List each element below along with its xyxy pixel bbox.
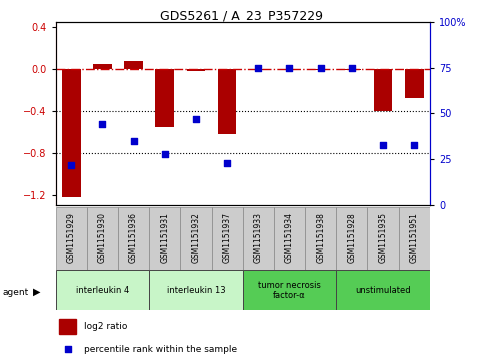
Point xyxy=(192,116,200,122)
Text: GSM1151933: GSM1151933 xyxy=(254,212,263,263)
Bar xyxy=(180,207,212,270)
Point xyxy=(67,162,75,168)
Bar xyxy=(218,69,237,134)
Bar xyxy=(118,207,149,270)
Point xyxy=(255,65,262,70)
Text: log2 ratio: log2 ratio xyxy=(84,322,127,331)
Point xyxy=(411,142,418,147)
Bar xyxy=(149,207,180,270)
Text: GSM1151935: GSM1151935 xyxy=(379,212,387,263)
Bar xyxy=(280,69,299,70)
Text: GSM1151938: GSM1151938 xyxy=(316,212,325,263)
Point xyxy=(161,151,169,157)
Bar xyxy=(274,207,305,270)
Text: GSM1151930: GSM1151930 xyxy=(98,212,107,263)
Text: GSM1151931: GSM1151931 xyxy=(160,212,169,263)
Point xyxy=(379,142,387,147)
Text: GSM1151929: GSM1151929 xyxy=(67,212,76,263)
Bar xyxy=(342,69,361,70)
Bar xyxy=(374,69,392,111)
Bar xyxy=(212,207,242,270)
Point xyxy=(64,346,72,352)
Bar xyxy=(186,69,205,71)
Bar xyxy=(59,319,76,334)
Bar xyxy=(405,69,424,98)
Text: GSM1151928: GSM1151928 xyxy=(347,212,356,263)
Bar xyxy=(62,69,81,197)
Text: GSM1151936: GSM1151936 xyxy=(129,212,138,263)
Bar xyxy=(336,207,368,270)
Bar xyxy=(149,270,242,310)
Text: ▶: ▶ xyxy=(33,287,41,297)
Text: GDS5261 / A_23_P357229: GDS5261 / A_23_P357229 xyxy=(160,9,323,22)
Bar xyxy=(93,64,112,69)
Bar xyxy=(156,69,174,127)
Point xyxy=(223,160,231,166)
Bar xyxy=(336,270,430,310)
Text: GSM1151932: GSM1151932 xyxy=(191,212,200,263)
Point xyxy=(99,122,106,127)
Bar xyxy=(368,207,398,270)
Text: interleukin 4: interleukin 4 xyxy=(76,286,129,295)
Bar xyxy=(56,270,149,310)
Bar xyxy=(242,270,336,310)
Bar xyxy=(242,207,274,270)
Point xyxy=(348,65,356,70)
Point xyxy=(317,65,325,70)
Bar xyxy=(305,207,336,270)
Bar xyxy=(56,207,87,270)
Text: interleukin 13: interleukin 13 xyxy=(167,286,225,295)
Text: percentile rank within the sample: percentile rank within the sample xyxy=(84,345,237,354)
Point xyxy=(285,65,293,70)
Text: unstimulated: unstimulated xyxy=(355,286,411,295)
Text: GSM1151934: GSM1151934 xyxy=(285,212,294,263)
Bar xyxy=(249,69,268,70)
Text: GSM1151951: GSM1151951 xyxy=(410,212,419,263)
Bar xyxy=(398,207,430,270)
Bar xyxy=(124,61,143,69)
Point xyxy=(129,138,137,144)
Text: agent: agent xyxy=(2,288,28,297)
Text: tumor necrosis
factor-α: tumor necrosis factor-α xyxy=(258,281,321,300)
Text: GSM1151937: GSM1151937 xyxy=(223,212,232,263)
Bar xyxy=(312,69,330,70)
Bar xyxy=(87,207,118,270)
